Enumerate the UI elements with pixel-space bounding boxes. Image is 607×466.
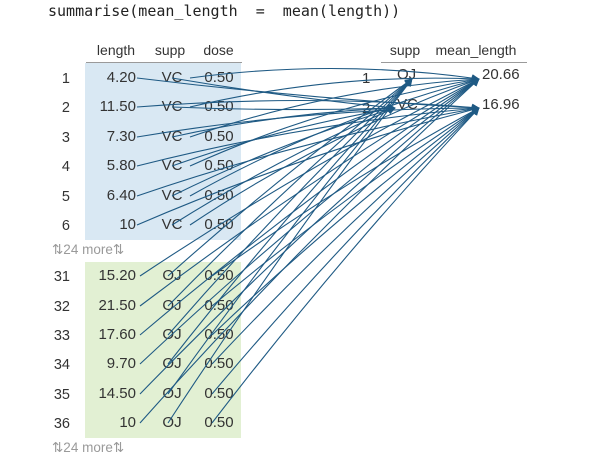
cell-dose: 0.50 — [204, 385, 234, 402]
cell-length: 10 — [119, 216, 136, 233]
arrow-supp-to-out-oj — [167, 78, 413, 307]
code-line: summarise(mean_length = mean(length)) — [48, 2, 401, 20]
out-cell-mean-length: 20.66 — [482, 66, 520, 83]
arrow-supp-to-out-vc — [171, 107, 396, 226]
row-number: 2 — [61, 100, 70, 116]
arrow-dose-to-summary — [189, 77, 480, 226]
cell-supp: OJ — [162, 355, 182, 372]
row-number: 1 — [61, 71, 70, 87]
row-number: 33 — [53, 328, 70, 344]
header-length: length — [96, 42, 136, 58]
row-number: 34 — [53, 357, 70, 373]
row-number: 3 — [61, 130, 70, 146]
arrow-length-to-mean-vc — [136, 104, 480, 138]
arrow-supp-to-out-oj — [167, 78, 413, 395]
cell-length: 15.20 — [98, 267, 136, 284]
arrow-supp-to-out-vc — [171, 106, 396, 197]
arrow-dose-to-summary — [189, 67, 480, 82]
row-number: 32 — [53, 299, 70, 315]
cell-length: 4.20 — [106, 69, 136, 86]
oj-group-band — [85, 262, 241, 438]
cell-length: 14.50 — [98, 385, 136, 402]
header-supp: supp — [154, 42, 186, 58]
cell-length: 7.30 — [106, 128, 136, 145]
arrow-dose-to-summary — [211, 107, 480, 424]
arrow-dose-to-summary — [211, 107, 480, 395]
arrow-dose-to-summary — [211, 107, 480, 307]
row-number: 4 — [61, 159, 70, 175]
arrow-supp-to-out-vc — [171, 77, 396, 112]
cell-length: 6.40 — [106, 187, 136, 204]
out-row-number: 1 — [362, 70, 371, 87]
arrow-supp-to-out-oj — [167, 78, 413, 424]
out-cell-mean-length: 16.96 — [482, 96, 520, 113]
cell-dose: 0.50 — [204, 414, 234, 431]
cell-dose: 0.50 — [204, 187, 234, 204]
arrow-length-to-mean-oj — [139, 78, 480, 336]
header-dose: dose — [203, 42, 234, 58]
arrow-supp-to-out-oj — [167, 78, 413, 365]
arrow-length-to-mean-oj — [139, 78, 480, 365]
arrow-length-to-mean-oj — [139, 78, 480, 395]
cell-length: 11.50 — [99, 98, 136, 115]
row-number: 36 — [53, 416, 70, 432]
output-header-rule — [381, 62, 527, 63]
header-out-supp: supp — [389, 42, 421, 58]
cell-dose: 0.50 — [204, 326, 234, 343]
row-number: 5 — [61, 189, 70, 205]
arrow-supp-to-out-vc — [171, 104, 396, 138]
cell-supp: OJ — [162, 414, 182, 431]
cell-length: 21.50 — [98, 297, 136, 314]
arrow-supp-to-out-oj — [167, 78, 413, 277]
arrow-dose-to-summary — [211, 107, 480, 365]
arrow-dose-to-summary — [189, 74, 480, 108]
row-number: 31 — [53, 269, 70, 285]
arrow-dose-to-summary — [211, 107, 480, 336]
arrow-length-to-mean-vc — [136, 104, 480, 167]
cell-supp: OJ — [162, 385, 182, 402]
arrow-length-to-mean-vc — [136, 99, 480, 112]
more-rows-oj: ⇅24 more⇅ — [52, 440, 125, 455]
header-out-mean-length: mean_length — [435, 42, 517, 58]
arrow-dose-to-summary — [189, 75, 480, 138]
arrow-length-to-mean-oj — [139, 78, 480, 424]
arrow-length-to-mean-oj — [139, 78, 480, 307]
cell-supp: VC — [161, 98, 183, 115]
row-number: 6 — [61, 218, 70, 234]
cell-length: 5.80 — [106, 157, 136, 174]
arrow-dose-to-summary — [189, 77, 480, 197]
arrow-dose-to-summary — [211, 107, 480, 277]
cell-dose: 0.50 — [204, 157, 234, 174]
cell-dose: 0.50 — [204, 128, 234, 145]
cell-dose: 0.50 — [204, 355, 234, 372]
cell-length: 10 — [119, 414, 136, 431]
arrow-supp-to-out-oj — [167, 78, 413, 336]
cell-supp: OJ — [162, 297, 182, 314]
cell-length: 9.70 — [106, 355, 136, 372]
cell-dose: 0.50 — [204, 267, 234, 284]
cell-length: 17.60 — [98, 326, 136, 343]
row-number: 35 — [53, 387, 70, 403]
more-rows-vc: ⇅24 more⇅ — [52, 242, 125, 257]
input-header-rule — [86, 62, 242, 63]
arrow-dose-to-summary — [189, 76, 480, 167]
arrow-length-to-mean-vc — [136, 105, 480, 197]
cell-supp: OJ — [162, 267, 182, 284]
